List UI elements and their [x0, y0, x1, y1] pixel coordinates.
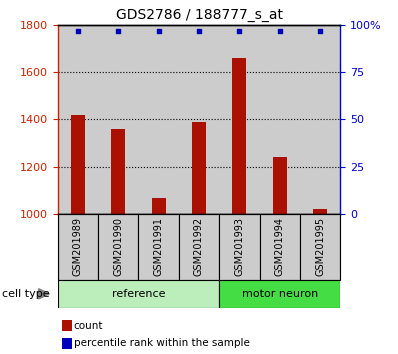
Bar	[300, 25, 340, 214]
Text: percentile rank within the sample: percentile rank within the sample	[74, 338, 250, 348]
Text: GSM201991: GSM201991	[154, 217, 164, 276]
Bar	[192, 122, 206, 214]
Bar	[58, 25, 98, 214]
Title: GDS2786 / 188777_s_at: GDS2786 / 188777_s_at	[115, 8, 283, 22]
Bar	[179, 25, 219, 214]
Text: GSM201992: GSM201992	[194, 217, 204, 276]
Point	[115, 28, 121, 34]
Bar	[139, 25, 179, 214]
Text: motor neuron: motor neuron	[242, 289, 318, 299]
Bar	[111, 129, 125, 214]
Bar	[259, 214, 300, 280]
Bar	[313, 210, 327, 214]
Text: cell type: cell type	[2, 289, 50, 299]
Text: GSM201995: GSM201995	[315, 217, 325, 276]
Bar	[98, 25, 139, 214]
Bar	[58, 280, 219, 308]
Bar	[71, 115, 85, 214]
Bar	[232, 58, 246, 214]
Bar	[58, 214, 98, 280]
Text: count: count	[74, 321, 103, 331]
Bar	[219, 214, 259, 280]
Bar	[139, 214, 179, 280]
Bar	[300, 214, 340, 280]
Point	[236, 28, 242, 34]
Text: GSM201989: GSM201989	[73, 217, 83, 276]
Point	[277, 28, 283, 34]
Text: GSM201994: GSM201994	[275, 217, 285, 276]
Point	[196, 28, 202, 34]
Text: GSM201990: GSM201990	[113, 217, 123, 276]
Bar	[259, 25, 300, 214]
Point	[75, 28, 81, 34]
Point	[317, 28, 323, 34]
Bar	[152, 198, 166, 214]
Bar	[179, 214, 219, 280]
Bar	[219, 25, 259, 214]
Text: reference: reference	[112, 289, 165, 299]
Point	[156, 28, 162, 34]
Bar	[98, 214, 139, 280]
Text: GSM201993: GSM201993	[234, 217, 244, 276]
Bar	[273, 157, 287, 214]
Bar	[219, 280, 340, 308]
